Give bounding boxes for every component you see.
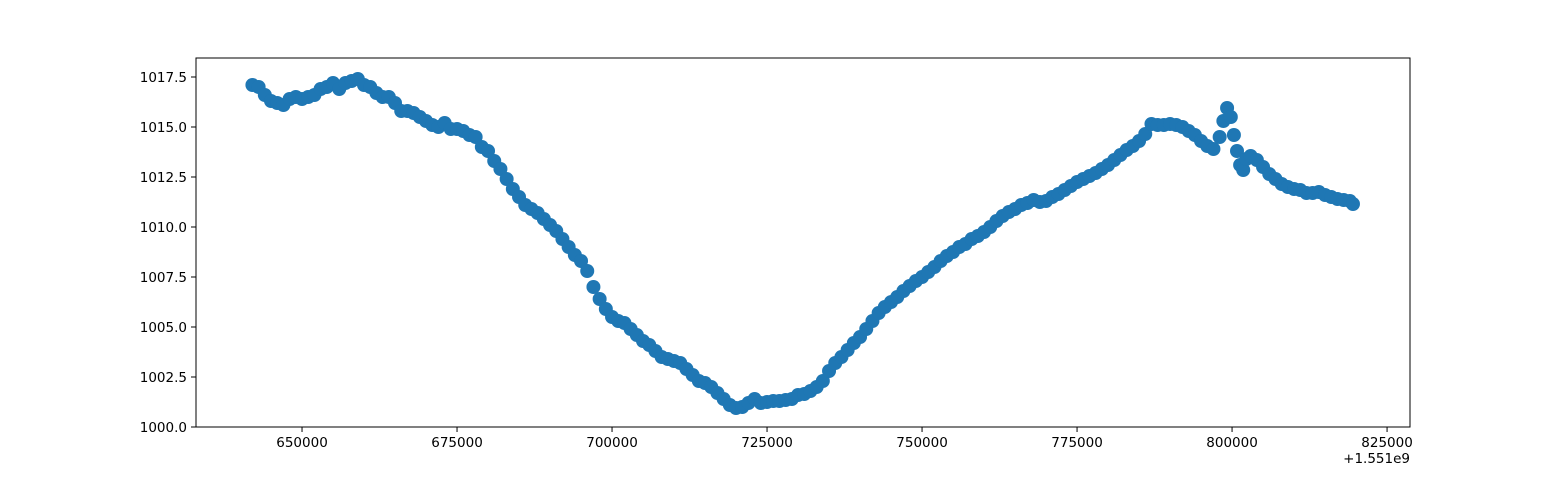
point — [1226, 128, 1241, 142]
plot-area — [245, 72, 1360, 415]
y-tick-label: 1010.0 — [140, 220, 187, 236]
point — [1223, 110, 1238, 124]
point — [1206, 142, 1221, 156]
y-tick-label: 1017.5 — [140, 70, 187, 86]
point — [1230, 144, 1245, 158]
point — [499, 172, 514, 186]
x-tick-label: 800000 — [1206, 435, 1258, 451]
y-tick-label: 1015.0 — [140, 120, 187, 136]
x-tick-label: 650000 — [276, 435, 328, 451]
point — [481, 144, 496, 158]
y-tick-label: 1002.5 — [140, 370, 187, 386]
y-tick-label: 1005.0 — [140, 320, 187, 336]
point — [468, 130, 483, 144]
point — [586, 280, 601, 294]
x-tick-label: 775000 — [1051, 435, 1103, 451]
x-tick-label: 750000 — [896, 435, 948, 451]
point — [580, 264, 595, 278]
y-tick-label: 1007.5 — [140, 270, 187, 286]
x-tick-label: 825000 — [1361, 435, 1413, 451]
axes-frame — [195, 57, 1411, 428]
x-tick-label: 675000 — [431, 435, 483, 451]
point — [493, 162, 508, 176]
point — [592, 292, 607, 306]
point — [1212, 130, 1227, 144]
x-offset-label: +1.551e9 — [1343, 451, 1410, 467]
point — [1345, 197, 1360, 211]
x-tick-label: 700000 — [586, 435, 638, 451]
point — [1236, 163, 1251, 177]
y-tick-label: 1012.5 — [140, 170, 187, 186]
point — [815, 374, 830, 388]
x-tick-label: 725000 — [741, 435, 793, 451]
y-tick-label: 1000.0 — [140, 420, 187, 436]
point — [1138, 127, 1153, 141]
point — [574, 254, 589, 268]
